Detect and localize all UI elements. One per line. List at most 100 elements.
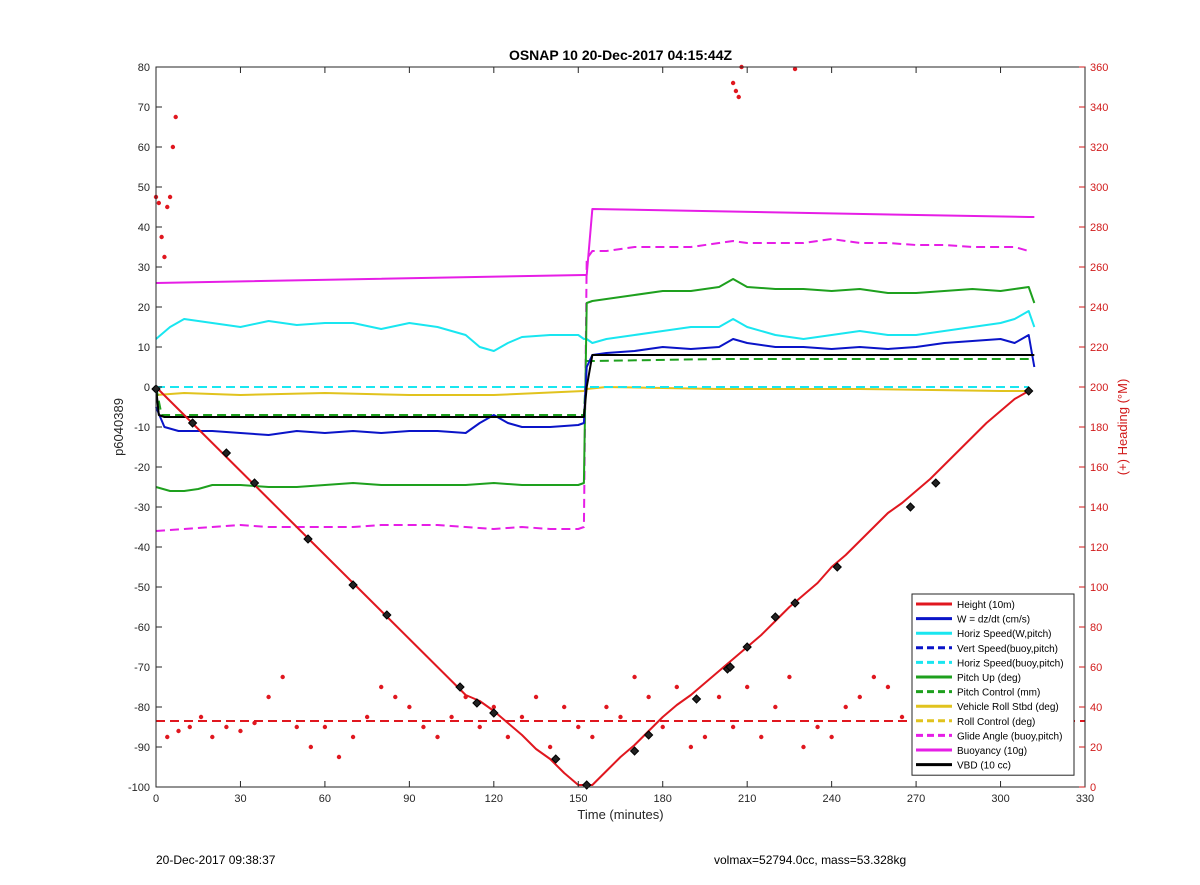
dive-marker (551, 754, 561, 764)
series-line-height-10m (155, 386, 1030, 786)
heading-point (350, 734, 356, 740)
heading-point (170, 144, 176, 150)
heading-point (449, 714, 454, 720)
heading-point (165, 734, 170, 740)
heading-point (505, 734, 511, 740)
y-tick-label: 80 (138, 62, 150, 74)
y2-tick-label: 160 (1090, 462, 1108, 474)
x-tick-label: 90 (403, 793, 415, 805)
y2-tick-label: 300 (1090, 182, 1108, 194)
footer-timestamp: 20-Dec-2017 09:38:37 (156, 853, 276, 867)
y-tick-label: 40 (138, 222, 150, 234)
legend-label-vehicle-roll-stbd-deg: Vehicle Roll Stbd (deg) (957, 702, 1059, 713)
heading-point (463, 694, 468, 700)
heading-point (792, 66, 798, 72)
heading-point (744, 684, 750, 690)
series-line-buoyancy-10g (155, 208, 1035, 284)
y2-axis-label: (+) Heading (°M) (1115, 379, 1130, 476)
y2-tick-label: 120 (1090, 542, 1108, 554)
heading-point (421, 724, 426, 730)
y2-tick-label: 280 (1090, 222, 1108, 234)
dive-marker (905, 502, 916, 512)
x-tick-label: 300 (991, 793, 1009, 805)
heading-point (308, 744, 314, 750)
dive-marker (582, 780, 592, 790)
heading-point (632, 674, 637, 680)
y2-tick-label: 60 (1090, 662, 1102, 674)
dive-marker (472, 698, 482, 708)
x-axis-label: Time (minutes) (577, 807, 663, 822)
heading-point (393, 694, 398, 700)
heading-point (899, 714, 905, 720)
heading-point (773, 704, 778, 710)
x-tick-label: 180 (654, 793, 672, 805)
heading-point (674, 684, 680, 690)
heading-point (187, 724, 192, 730)
x-tick-label: 270 (907, 793, 925, 805)
dive-marker (629, 746, 640, 756)
y2-tick-label: 340 (1090, 102, 1108, 114)
y-tick-label: -30 (134, 502, 150, 514)
heading-point (561, 704, 567, 710)
dive-marker (770, 612, 781, 622)
heading-point (336, 754, 342, 760)
y-tick-label: 30 (138, 262, 150, 274)
heading-point (730, 724, 736, 730)
heading-point (156, 200, 162, 206)
axis-ticks: 0 30 60 90 120 150 180 210 240 270 300 330-100-90-8… (128, 62, 1108, 805)
dive-marker (832, 562, 842, 572)
dive-marker (691, 694, 702, 704)
legend-label-vbd-10-cc: VBD (10 cc) (957, 761, 1011, 772)
heading-point (477, 724, 482, 730)
heading-point (590, 734, 595, 740)
y-tick-label: -50 (134, 582, 150, 594)
heading-point (162, 254, 167, 260)
legend-box (911, 593, 1075, 776)
y-tick-label: 60 (138, 142, 150, 154)
heading-point (759, 734, 764, 740)
heading-point (736, 94, 741, 100)
x-tick-label: 330 (1076, 793, 1094, 805)
y2-tick-label: 220 (1090, 342, 1108, 354)
heading-point (435, 734, 440, 740)
heading-point (519, 714, 525, 720)
dive-marker (742, 642, 752, 652)
y-tick-label: -10 (134, 422, 150, 434)
legend-label-buoyancy-10g: Buoyancy (10g) (957, 746, 1027, 757)
y-tick-label: -80 (134, 702, 150, 714)
y2-tick-label: 100 (1090, 582, 1108, 594)
dive-marker (489, 708, 499, 718)
heading-point (646, 694, 651, 700)
heading-point (210, 734, 215, 740)
y2-tick-label: 0 (1090, 782, 1096, 794)
heading-point (533, 694, 539, 700)
y-axis-label: p6040389 (111, 398, 126, 456)
heading-point (730, 80, 736, 86)
dive-marker (348, 580, 358, 590)
heading-point (604, 704, 609, 710)
heading-point (491, 704, 497, 710)
heading-point (322, 724, 328, 730)
dive-marker (931, 478, 941, 488)
dive-marker (725, 662, 735, 672)
y2-tick-label: 260 (1090, 262, 1108, 274)
x-tick-label: 210 (738, 793, 756, 805)
y2-tick-label: 180 (1090, 422, 1108, 434)
series-line-glide-angle-buoy-pitch (155, 238, 1029, 532)
y2-tick-label: 140 (1090, 502, 1108, 514)
heading-point (159, 234, 164, 240)
legend-label-pitch-up-deg: Pitch Up (deg) (957, 673, 1021, 684)
legend-label-vert-speed-buoy-pitch: Vert Speed(buoy,pitch) (957, 644, 1058, 655)
y-tick-label: -40 (134, 542, 150, 554)
heading-point (843, 704, 848, 710)
y2-tick-label: 240 (1090, 302, 1108, 314)
chart-series-lines (155, 208, 1036, 786)
heading-point (857, 694, 862, 700)
heading-point (238, 728, 243, 734)
legend-label-horiz-speed-w-pitch: Horiz Speed(W,pitch) (957, 629, 1051, 640)
heading-point (885, 684, 891, 690)
legend-label-glide-angle-buoy-pitch: Glide Angle (buoy,pitch) (957, 731, 1062, 742)
heading-point (252, 720, 257, 726)
heading-point (716, 694, 722, 700)
